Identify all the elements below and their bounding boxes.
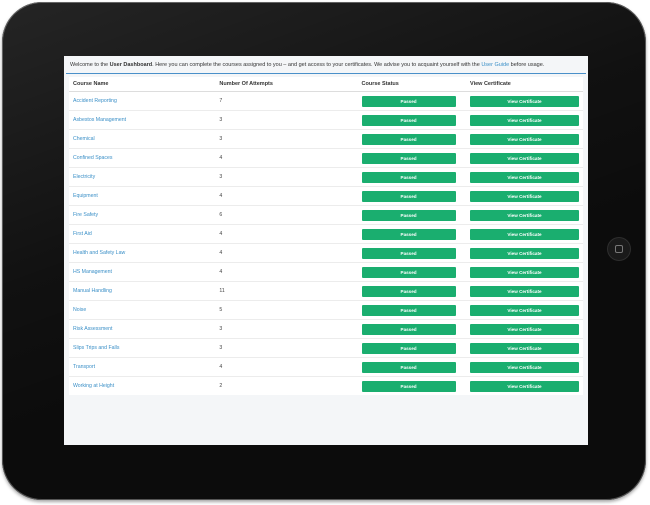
status-badge: Passed	[361, 323, 456, 335]
view-certificate-button[interactable]: View Certificate	[470, 228, 579, 240]
table-row: Slips Trips and Falls 3 Passed View Cert…	[69, 338, 583, 358]
course-name-link[interactable]: Risk Assessment	[69, 319, 216, 339]
status-badge: Passed	[361, 247, 456, 259]
table-row: Electricity 3 Passed View Certificate	[69, 167, 583, 187]
attempts-count: 2	[215, 376, 358, 395]
view-certificate-button[interactable]: View Certificate	[470, 380, 579, 392]
view-certificate-button[interactable]: View Certificate	[470, 323, 579, 335]
attempts-count: 4	[215, 243, 358, 263]
course-name-link[interactable]: Manual Handling	[69, 281, 216, 301]
status-badge: Passed	[361, 171, 456, 183]
status-badge: Passed	[361, 342, 456, 354]
table-row: Equipment 4 Passed View Certificate	[69, 186, 583, 206]
view-certificate-button[interactable]: View Certificate	[470, 361, 579, 373]
attempts-count: 6	[215, 205, 358, 225]
status-badge: Passed	[361, 190, 456, 202]
view-certificate-button[interactable]: View Certificate	[470, 285, 579, 297]
header-view-certificate: View Certificate	[466, 77, 583, 92]
table-row: Chemical 3 Passed View Certificate	[69, 129, 583, 149]
view-certificate-button[interactable]: View Certificate	[470, 133, 579, 145]
attempts-count: 4	[215, 357, 358, 377]
status-badge: Passed	[361, 95, 456, 107]
status-badge: Passed	[361, 285, 456, 297]
course-name-link[interactable]: Confined Spaces	[69, 148, 216, 168]
attempts-count: 3	[215, 167, 358, 187]
welcome-middle: . Here you can complete the courses assi…	[152, 62, 482, 68]
dashboard-screen: Welcome to the User Dashboard. Here you …	[64, 56, 588, 445]
header-attempts: Number Of Attempts	[215, 77, 358, 92]
view-certificate-button[interactable]: View Certificate	[470, 304, 579, 316]
table-row: HS Management 4 Passed View Certificate	[69, 262, 583, 282]
view-certificate-button[interactable]: View Certificate	[470, 209, 579, 221]
status-badge: Passed	[361, 133, 456, 145]
course-name-link[interactable]: Fire Safety	[69, 205, 216, 225]
status-badge: Passed	[361, 152, 456, 164]
table-row: Asbestos Management 3 Passed View Certif…	[69, 110, 583, 130]
view-certificate-button[interactable]: View Certificate	[470, 190, 579, 202]
attempts-count: 3	[215, 338, 358, 358]
course-name-link[interactable]: Electricity	[69, 167, 216, 187]
status-badge: Passed	[361, 380, 456, 392]
table-row: Fire Safety 6 Passed View Certificate	[69, 205, 583, 225]
status-badge: Passed	[361, 304, 456, 316]
view-certificate-button[interactable]: View Certificate	[470, 266, 579, 278]
attempts-count: 3	[215, 319, 358, 339]
view-certificate-button[interactable]: View Certificate	[470, 342, 579, 354]
table-row: Risk Assessment 3 Passed View Certificat…	[69, 319, 583, 339]
course-name-link[interactable]: Slips Trips and Falls	[69, 338, 216, 358]
attempts-count: 5	[215, 300, 358, 320]
attempts-count: 4	[215, 186, 358, 206]
attempts-count: 4	[215, 262, 358, 282]
course-name-link[interactable]: Chemical	[69, 129, 216, 149]
view-certificate-button[interactable]: View Certificate	[470, 114, 579, 126]
table-row: Working at Height 2 Passed View Certific…	[69, 376, 583, 395]
header-course-name: Course Name	[69, 77, 216, 92]
status-badge: Passed	[361, 361, 456, 373]
attempts-count: 3	[215, 129, 358, 149]
status-badge: Passed	[361, 266, 456, 278]
course-name-link[interactable]: Health and Safety Law	[69, 243, 216, 263]
attempts-count: 4	[215, 148, 358, 168]
view-certificate-button[interactable]: View Certificate	[470, 247, 579, 259]
course-name-link[interactable]: Noise	[69, 300, 216, 320]
attempts-count: 4	[215, 224, 358, 244]
welcome-message: Welcome to the User Dashboard. Here you …	[64, 56, 588, 73]
header-course-status: Course Status	[357, 77, 466, 92]
courses-table: Course Name Number Of Attempts Course St…	[69, 77, 583, 395]
table-row: Manual Handling 11 Passed View Certifica…	[69, 281, 583, 301]
course-name-link[interactable]: Transport	[69, 357, 216, 377]
table-row: Noise 5 Passed View Certificate	[69, 300, 583, 320]
welcome-prefix: Welcome to the	[70, 62, 110, 68]
attempts-count: 11	[215, 281, 358, 301]
course-name-link[interactable]: HS Management	[69, 262, 216, 282]
header-divider	[66, 73, 586, 74]
status-badge: Passed	[361, 228, 456, 240]
status-badge: Passed	[361, 114, 456, 126]
course-name-link[interactable]: Asbestos Management	[69, 110, 216, 130]
table-row: Accident Reporting 7 Passed View Certifi…	[69, 91, 583, 111]
home-button[interactable]	[608, 238, 630, 260]
table-row: Confined Spaces 4 Passed View Certificat…	[69, 148, 583, 168]
table-header-row: Course Name Number Of Attempts Course St…	[69, 77, 583, 92]
view-certificate-button[interactable]: View Certificate	[470, 152, 579, 164]
attempts-count: 3	[215, 110, 358, 130]
view-certificate-button[interactable]: View Certificate	[470, 95, 579, 107]
table-row: First Aid 4 Passed View Certificate	[69, 224, 583, 244]
course-name-link[interactable]: First Aid	[69, 224, 216, 244]
welcome-dashboard-bold: User Dashboard	[109, 62, 153, 68]
course-name-link[interactable]: Working at Height	[69, 376, 216, 395]
course-name-link[interactable]: Equipment	[69, 186, 216, 206]
status-badge: Passed	[361, 209, 456, 221]
view-certificate-button[interactable]: View Certificate	[470, 171, 579, 183]
user-guide-link[interactable]: User Guide	[481, 62, 510, 68]
table-row: Transport 4 Passed View Certificate	[69, 357, 583, 377]
course-name-link[interactable]: Accident Reporting	[69, 91, 216, 111]
welcome-suffix: before usage.	[509, 62, 545, 68]
attempts-count: 7	[215, 91, 358, 111]
table-row: Health and Safety Law 4 Passed View Cert…	[69, 243, 583, 263]
